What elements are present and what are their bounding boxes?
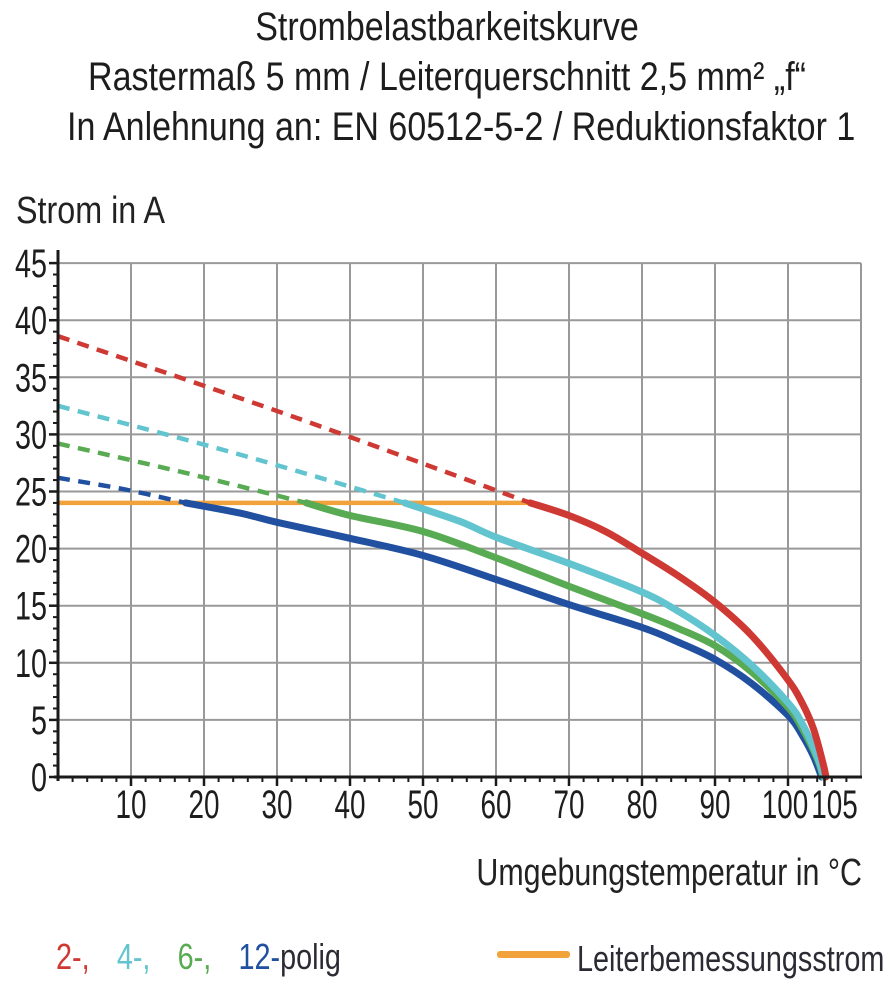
- x-axis-title: Umgebungstemperatur in °C: [476, 852, 862, 894]
- y-tick-label: 40: [15, 299, 47, 343]
- chart-title-block: Strombelastbarkeitskurve Rastermaß 5 mm …: [0, 2, 894, 152]
- x-tick-label: 80: [627, 783, 658, 827]
- x-tick-label: 105: [811, 783, 858, 827]
- legend-poles: 2-, 4-, 6-, 12-polig: [56, 936, 341, 978]
- y-tick-label: 25: [15, 471, 47, 515]
- y-tick-label: 30: [15, 413, 47, 457]
- y-tick-label: 5: [31, 699, 47, 743]
- legend-poles-suffix: polig: [280, 936, 341, 977]
- y-tick-label: 10: [15, 642, 47, 686]
- series-2-polig-dashed: [57, 334, 532, 506]
- reference-line-swatch: [497, 951, 570, 958]
- reference-line-label: Leiterbemessungsstrom: [577, 938, 885, 979]
- title-line-3: In Anlehnung an: EN 60512-5-2 / Reduktio…: [67, 105, 856, 149]
- series-6-polig-dashed: [57, 441, 307, 506]
- legend-item-12-polig: 12-: [238, 936, 281, 977]
- legend-item-4-polig: 4-,: [116, 936, 151, 977]
- series-4-polig-solid: [401, 499, 828, 781]
- x-tick-label: 60: [481, 783, 512, 827]
- series-12-polig-dashed: [57, 475, 187, 506]
- x-tick-label: 90: [700, 783, 731, 827]
- legend-item-2-polig: 2-,: [56, 936, 90, 977]
- legend-item-6-polig: 6-,: [177, 936, 212, 977]
- x-tick-label: 40: [335, 783, 366, 827]
- y-tick-label: 20: [15, 528, 47, 572]
- series-4-polig-dashed: [57, 403, 406, 506]
- legend-pole-items: 2-, 4-, 6-, 12-: [56, 936, 280, 977]
- y-tick-label: 15: [15, 585, 47, 629]
- series-2-polig-solid: [526, 499, 830, 781]
- y-tick-label: 0: [31, 756, 47, 800]
- x-tick-label: 100: [762, 783, 809, 827]
- title-line-1: Strombelastbarkeitskurve: [255, 5, 639, 49]
- y-tick-label: 35: [15, 356, 47, 400]
- y-tick-label: 45: [15, 242, 47, 286]
- x-tick-label: 30: [262, 783, 293, 827]
- y-axis-title: Strom in A: [16, 190, 166, 232]
- title-line-2: Rastermaß 5 mm / Leiterquerschnitt 2,5 m…: [88, 55, 806, 99]
- x-tick-label: 70: [554, 783, 585, 827]
- x-tick-label: 50: [408, 783, 439, 827]
- x-tick-label: 20: [189, 783, 220, 827]
- series-12-polig-solid: [182, 499, 826, 781]
- x-tick-label: 10: [116, 783, 147, 827]
